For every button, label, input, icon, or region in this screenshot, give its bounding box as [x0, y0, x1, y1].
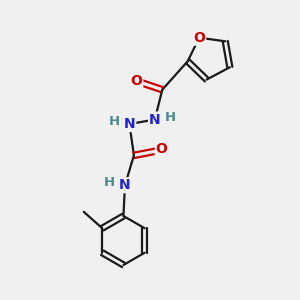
- Text: O: O: [193, 31, 205, 45]
- Text: O: O: [156, 142, 168, 156]
- Text: N: N: [149, 112, 160, 127]
- Text: N: N: [124, 117, 135, 131]
- Text: N: N: [119, 178, 131, 192]
- Text: H: H: [165, 111, 176, 124]
- Text: H: H: [104, 176, 115, 189]
- Text: O: O: [130, 74, 142, 88]
- Text: H: H: [108, 115, 119, 128]
